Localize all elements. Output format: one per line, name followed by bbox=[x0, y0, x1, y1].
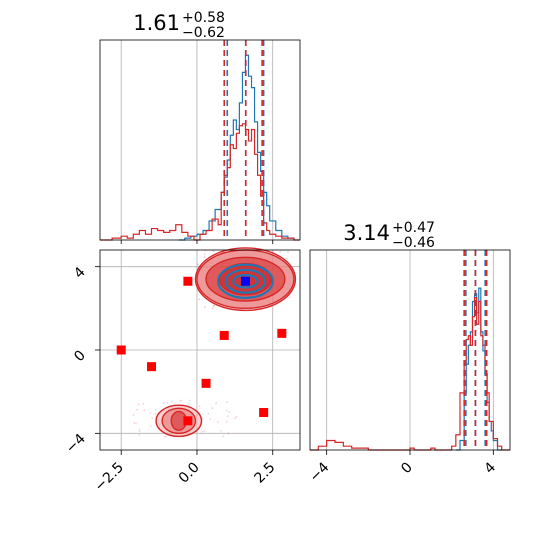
sample-dot bbox=[287, 250, 289, 253]
sample-dot bbox=[138, 434, 141, 436]
sample-dot bbox=[204, 306, 206, 309]
contour-1-2 bbox=[217, 263, 274, 300]
scatter-xtick-label-0: −2.5 bbox=[92, 460, 127, 495]
scatter-ytick-label-0: −4 bbox=[63, 431, 89, 457]
sample-dot bbox=[149, 411, 152, 414]
sample-dot bbox=[133, 422, 136, 424]
hist-y-xtick-label-0: −4 bbox=[307, 459, 333, 485]
sample-dot bbox=[212, 307, 214, 310]
sample-dot bbox=[180, 399, 183, 402]
sample-dot bbox=[138, 428, 141, 431]
sample-dot bbox=[215, 402, 218, 405]
sample-dot bbox=[234, 417, 236, 420]
hist-y-xtick-label-2: 4 bbox=[482, 459, 500, 477]
sample-dot bbox=[142, 402, 145, 405]
sample-dot bbox=[138, 430, 141, 433]
sample-dot bbox=[222, 435, 225, 438]
scatter-xtick-label-1: 0.0 bbox=[176, 460, 203, 487]
hist-y-title-upper: +0.47 bbox=[392, 220, 435, 236]
sample-dot bbox=[198, 405, 201, 408]
hist-y-hist-series-0 bbox=[455, 287, 502, 451]
sample-dot bbox=[201, 430, 204, 433]
hist-y-xtick-label-1: 0 bbox=[398, 460, 416, 478]
red-square-marker bbox=[183, 276, 193, 286]
sample-dot bbox=[163, 435, 166, 438]
red-square-marker bbox=[201, 378, 211, 388]
sample-dot bbox=[235, 415, 238, 418]
sample-dot bbox=[198, 298, 201, 301]
sample-dot bbox=[203, 430, 206, 433]
hist-x-title-value: 1.61 bbox=[133, 11, 180, 35]
sample-dot bbox=[211, 407, 214, 410]
contour-1-1 bbox=[224, 268, 267, 294]
sample-dot bbox=[219, 429, 222, 432]
hist-x-hist-series-1 bbox=[100, 123, 300, 241]
sample-dot bbox=[165, 435, 168, 438]
sample-dot bbox=[136, 408, 138, 411]
sample-dot bbox=[188, 399, 191, 402]
sample-dot bbox=[228, 411, 231, 413]
sample-dot bbox=[203, 256, 206, 258]
sample-dot bbox=[207, 412, 210, 415]
sample-dot bbox=[137, 403, 140, 406]
red-square-marker bbox=[259, 408, 269, 417]
sample-dot bbox=[166, 401, 169, 404]
hist-x-title-upper: +0.58 bbox=[182, 10, 225, 26]
sample-dot bbox=[149, 425, 152, 427]
sample-dot bbox=[212, 305, 215, 308]
hist-x-title-lower: −0.62 bbox=[182, 25, 225, 41]
hist-x-frame bbox=[99, 39, 301, 241]
hist-y-title-value: 3.14 bbox=[343, 221, 390, 245]
sample-dot bbox=[132, 414, 135, 416]
red-square-marker bbox=[147, 362, 157, 372]
sample-dot bbox=[279, 250, 282, 253]
sample-dot bbox=[203, 253, 206, 256]
contour-1-0 bbox=[232, 273, 259, 289]
sample-dot bbox=[213, 304, 215, 307]
scatter-ytick-label-1: 0 bbox=[71, 348, 89, 366]
sample-dot bbox=[227, 432, 230, 435]
sample-dot bbox=[135, 422, 137, 425]
scatter-xtick-label-2: 2.5 bbox=[251, 460, 278, 487]
panel-scatter-xy: −2.5 0.0 2.5 −4 0 4 bbox=[63, 247, 301, 495]
sample-dot bbox=[143, 409, 146, 412]
sample-dot bbox=[226, 401, 228, 403]
scatter-ytick-label-2: 4 bbox=[71, 264, 89, 282]
hist-y-title-lower: −0.46 bbox=[392, 235, 435, 251]
sample-dot bbox=[196, 263, 199, 266]
red-square-marker bbox=[183, 416, 193, 426]
sample-dot bbox=[171, 401, 173, 403]
sample-dot bbox=[162, 402, 165, 405]
sample-dot bbox=[179, 400, 182, 403]
sample-dot bbox=[285, 257, 288, 260]
sample-dot bbox=[154, 408, 157, 411]
sample-dot bbox=[225, 409, 228, 412]
blue-square-marker bbox=[240, 276, 250, 286]
sample-dot bbox=[216, 421, 219, 423]
panel-hist-x: 1.61 +0.58−0.62 bbox=[99, 10, 301, 244]
sample-dot bbox=[288, 296, 291, 299]
red-square-marker bbox=[116, 345, 126, 355]
sample-dot bbox=[154, 413, 157, 415]
sample-dot bbox=[151, 416, 154, 419]
red-square-marker bbox=[219, 330, 229, 340]
sample-dot bbox=[188, 402, 191, 405]
panel-hist-y: 3.14 +0.47−0.46 −4 0 4 bbox=[307, 220, 511, 485]
sample-dot bbox=[226, 421, 228, 423]
sample-dot bbox=[226, 415, 229, 418]
sample-dot bbox=[209, 418, 212, 420]
red-square-marker bbox=[277, 328, 287, 338]
